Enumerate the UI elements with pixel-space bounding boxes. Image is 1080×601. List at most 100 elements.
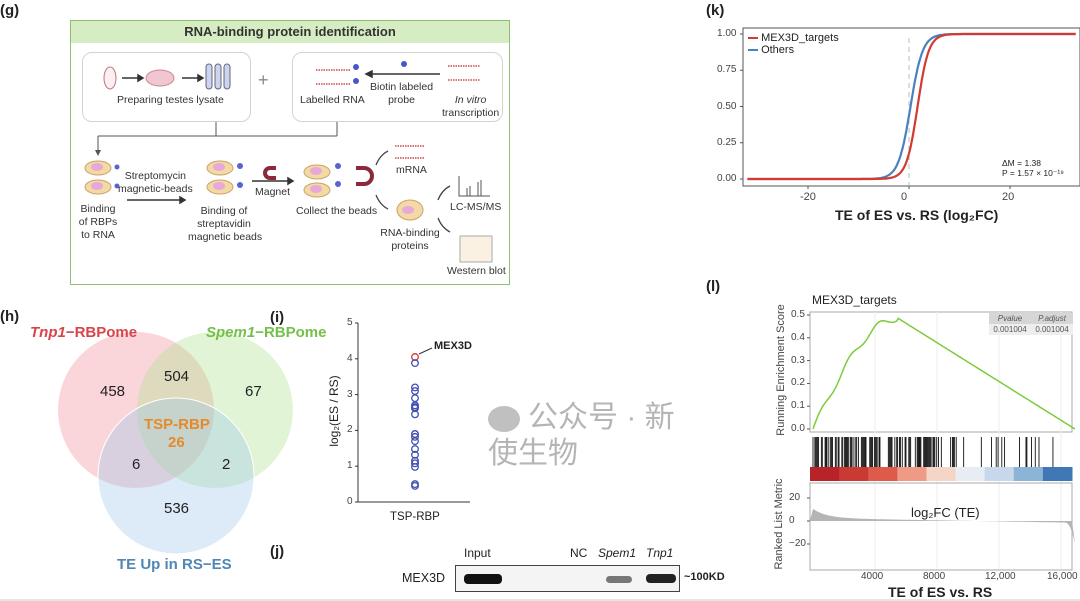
y-tick-label: 0.1 xyxy=(791,400,805,412)
lane-label: Spem1 xyxy=(598,546,637,560)
band-spem1 xyxy=(606,576,632,583)
collect-beads-label: Collect the beads xyxy=(296,205,378,217)
panel-label-g: (g) xyxy=(0,2,20,19)
rank-color-band xyxy=(1042,467,1073,481)
venn-label-spem1: Spem1−RBPome xyxy=(206,324,327,341)
venn-label-te-up: TE Up in RS−ES xyxy=(117,556,232,573)
y-tick-label: 0 xyxy=(789,515,795,526)
step-prep-label: Preparing testes lysate xyxy=(117,94,224,106)
mrna-label: mRNA xyxy=(396,164,427,176)
venn-count: 67 xyxy=(245,383,262,400)
y-tick-label: 0.75 xyxy=(717,64,737,76)
y-tick-label: 0.0 xyxy=(791,423,805,434)
venn-count: 536 xyxy=(164,500,190,517)
y-tick-label: 0.25 xyxy=(717,136,737,148)
y-tick-label: 0.50 xyxy=(717,100,737,112)
ms-spectrum-icon xyxy=(458,176,490,197)
biotin-probe-label: Biotin labeled probe xyxy=(370,81,434,106)
bottom-bar xyxy=(0,599,1080,601)
panel-label-k: (k) xyxy=(706,2,725,19)
table-header: P.adjust xyxy=(1038,314,1066,323)
band-input xyxy=(464,574,502,584)
mouse-icon xyxy=(103,66,117,90)
y-tick-label: 3 xyxy=(347,388,353,400)
labelled-rna-label: Labelled RNA xyxy=(300,94,365,106)
gsea-xlabel: TE of ES vs. RS xyxy=(888,584,993,600)
binding-rbps-label: Binding of RBPs to RNA xyxy=(78,203,118,241)
annotation-leader xyxy=(418,347,433,355)
rna-binding-proteins-label: RNA-binding proteins xyxy=(380,227,440,252)
venn-count: 504 xyxy=(164,368,190,385)
x-tick-label: 8000 xyxy=(923,571,946,582)
y-tick-label: 20 xyxy=(789,492,801,503)
venn-count: 6 xyxy=(132,456,141,473)
rank-color-band xyxy=(955,467,986,481)
magnet-label: Magnet xyxy=(255,186,291,198)
cdf-xlabel: TE of ES vs. RS (log₂FC) xyxy=(835,207,999,223)
rna-strand-icons xyxy=(316,65,480,159)
x-tick-label: 12,000 xyxy=(985,571,1016,582)
western-blot-label: Western blot xyxy=(447,265,506,277)
watermark: 公众号 · 新使生物 xyxy=(488,401,675,470)
data-point xyxy=(411,437,419,446)
ranked-metric-label: log₂FC (TE) xyxy=(911,505,980,520)
in-vitro-label: In vitro transcription xyxy=(442,94,500,119)
venn-set-spem1 xyxy=(137,332,293,488)
venn-count: 458 xyxy=(100,383,126,400)
x-tick-label: 20 xyxy=(1002,191,1015,203)
y-tick-label: 0.4 xyxy=(791,331,805,343)
x-tick-label: 0 xyxy=(901,191,908,203)
table-header: Pvalue xyxy=(997,314,1023,323)
es-frame xyxy=(809,311,1073,433)
marker-size-label: ~100KD xyxy=(684,571,725,583)
diagram-header: RNA-binding protein identification xyxy=(71,21,509,43)
binding-streptavidin-label: Binding of streptavidin magnetic beads xyxy=(188,205,263,243)
lane-label: NC xyxy=(570,546,588,560)
panel-label-h: (h) xyxy=(0,308,20,325)
y-tick-label: 1.00 xyxy=(717,28,737,39)
venn-set-te-up xyxy=(97,397,255,555)
panel-label-j: (j) xyxy=(270,543,285,560)
ranked-frame xyxy=(809,482,1073,571)
band-tnp1 xyxy=(646,574,676,583)
lcms-label: LC-MS/MS xyxy=(450,201,502,213)
y-tick-label: 0.3 xyxy=(791,354,805,366)
rank-color-band xyxy=(868,467,898,481)
y-tick-label: 1 xyxy=(347,460,353,472)
y-tick-label: 0.5 xyxy=(791,309,805,320)
x-tick-label: -20 xyxy=(800,191,816,203)
lane-label: Input xyxy=(464,546,491,560)
data-point xyxy=(411,359,419,368)
panel-label-i: (i) xyxy=(270,309,285,326)
tubes-icon xyxy=(205,63,231,90)
magnet-icon xyxy=(263,166,374,186)
venn-label-tnp1: Tnp1−RBPome xyxy=(30,324,138,341)
gsea-title: MEX3D_targets xyxy=(812,293,897,307)
table-cell: 0.001004 xyxy=(1035,325,1069,334)
y-tick-label: 0 xyxy=(347,496,353,507)
venn-core-label: TSP-RBP xyxy=(144,416,210,433)
x-tick-label: 4000 xyxy=(861,571,884,582)
y-tick-label: 0.2 xyxy=(791,377,805,389)
gsea-ylabel-bottom: Ranked List Metric xyxy=(773,478,785,570)
western-blot-image xyxy=(455,565,680,592)
rank-color-band xyxy=(897,467,927,481)
series-mex3d-targets xyxy=(747,32,1076,181)
western-blot-icon xyxy=(459,235,493,263)
dot-plot-xlabel: TSP-RBP xyxy=(390,511,440,523)
y-tick-label: −20 xyxy=(789,538,806,549)
cdf-stats: ΔM = 1.38 P = 1.57 × 10⁻¹⁹ xyxy=(1002,158,1064,178)
legend-item: Others xyxy=(748,44,839,56)
data-point xyxy=(411,481,419,490)
enrichment-curve xyxy=(812,317,1076,430)
rank-color-band xyxy=(810,467,840,481)
venn-set-tnp1 xyxy=(58,332,214,488)
y-tick-label: 0.00 xyxy=(717,173,737,184)
data-point xyxy=(411,462,419,471)
table-cell: 0.001004 xyxy=(993,325,1027,334)
dish-icon xyxy=(145,69,175,87)
